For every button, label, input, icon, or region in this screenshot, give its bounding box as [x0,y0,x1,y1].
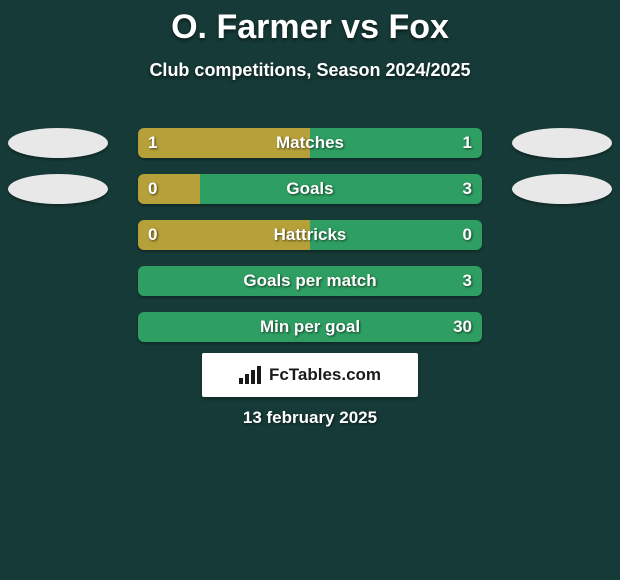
comparison-infographic: O. Farmer vs Fox Club competitions, Seas… [0,0,620,580]
stat-bar: Goals0 3 [138,174,482,204]
player-left-marker [8,174,108,204]
date-label: 13 february 2025 [0,408,620,428]
stat-label: Hattricks [138,220,482,250]
stat-value-right: 0 [453,220,482,250]
stat-label: Min per goal [138,312,482,342]
player-left-marker [8,128,108,158]
stat-bar: Min per goal30 [138,312,482,342]
bar-chart-icon [239,366,261,384]
stat-bar: Goals per match3 [138,266,482,296]
stat-row: Goals0 3 [0,166,620,212]
stat-value-left [138,266,158,296]
stat-row: Hattricks0 0 [0,212,620,258]
stat-value-left [138,312,158,342]
stat-row: Matches1 1 [0,120,620,166]
stat-value-left: 1 [138,128,167,158]
stat-bar: Hattricks0 0 [138,220,482,250]
stat-label: Matches [138,128,482,158]
stat-row: Min per goal30 [0,304,620,350]
stat-value-right: 3 [453,266,482,296]
stat-label: Goals [138,174,482,204]
stats-chart: Matches11Goals03Hattricks00Goals per mat… [0,120,620,350]
brand-text: FcTables.com [269,365,381,385]
stat-value-left: 0 [138,220,167,250]
stat-row: Goals per match3 [0,258,620,304]
stat-value-left: 0 [138,174,167,204]
page-title: O. Farmer vs Fox [0,8,620,47]
player-right-marker [512,128,612,158]
stat-label: Goals per match [138,266,482,296]
stat-value-right: 1 [453,128,482,158]
player-right-marker [512,174,612,204]
page-subtitle: Club competitions, Season 2024/2025 [0,60,620,81]
stat-value-right: 30 [443,312,482,342]
stat-value-right: 3 [453,174,482,204]
stat-bar: Matches1 1 [138,128,482,158]
brand-badge: FcTables.com [202,353,418,397]
